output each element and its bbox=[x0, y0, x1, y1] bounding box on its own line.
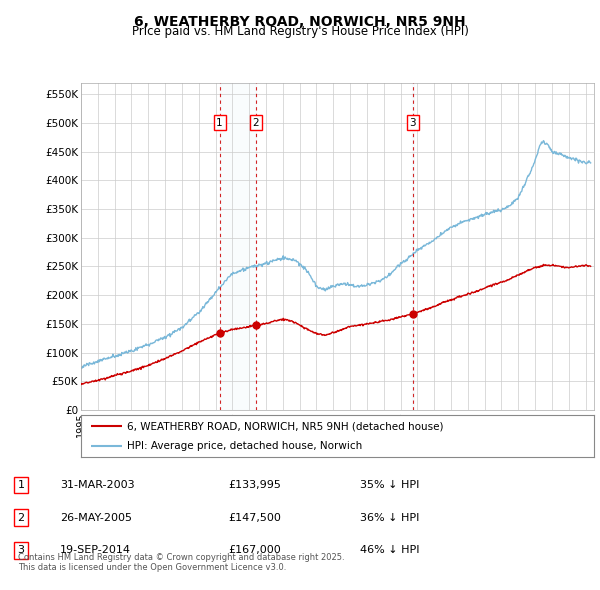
Text: 46% ↓ HPI: 46% ↓ HPI bbox=[360, 545, 419, 555]
Text: 1: 1 bbox=[17, 480, 25, 490]
Text: 31-MAR-2003: 31-MAR-2003 bbox=[60, 480, 134, 490]
Text: 1: 1 bbox=[216, 118, 223, 128]
Text: 35% ↓ HPI: 35% ↓ HPI bbox=[360, 480, 419, 490]
Bar bbox=[412, 83, 413, 410]
Text: 19-SEP-2014: 19-SEP-2014 bbox=[60, 545, 131, 555]
Text: £133,995: £133,995 bbox=[228, 480, 281, 490]
Text: Price paid vs. HM Land Registry's House Price Index (HPI): Price paid vs. HM Land Registry's House … bbox=[131, 25, 469, 38]
Text: 6, WEATHERBY ROAD, NORWICH, NR5 9NH (detached house): 6, WEATHERBY ROAD, NORWICH, NR5 9NH (det… bbox=[127, 421, 443, 431]
Text: 36% ↓ HPI: 36% ↓ HPI bbox=[360, 513, 419, 523]
Bar bbox=[220, 83, 256, 410]
Text: 26-MAY-2005: 26-MAY-2005 bbox=[60, 513, 132, 523]
Text: £167,000: £167,000 bbox=[228, 545, 281, 555]
Text: Contains HM Land Registry data © Crown copyright and database right 2025.: Contains HM Land Registry data © Crown c… bbox=[18, 553, 344, 562]
Text: £147,500: £147,500 bbox=[228, 513, 281, 523]
Text: 3: 3 bbox=[409, 118, 416, 128]
Text: HPI: Average price, detached house, Norwich: HPI: Average price, detached house, Norw… bbox=[127, 441, 362, 451]
Text: 3: 3 bbox=[17, 545, 25, 555]
Text: 2: 2 bbox=[252, 118, 259, 128]
Text: 6, WEATHERBY ROAD, NORWICH, NR5 9NH: 6, WEATHERBY ROAD, NORWICH, NR5 9NH bbox=[134, 15, 466, 29]
Text: This data is licensed under the Open Government Licence v3.0.: This data is licensed under the Open Gov… bbox=[18, 563, 286, 572]
Text: 2: 2 bbox=[17, 513, 25, 523]
